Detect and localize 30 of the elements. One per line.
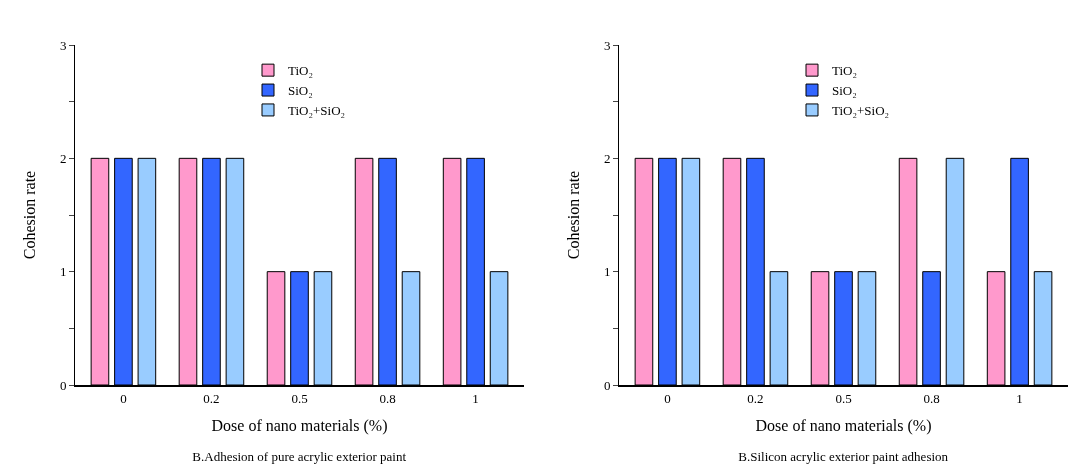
legend-label: SiO₂ (288, 83, 313, 99)
x-axis-title: Dose of nano materials (%) (211, 416, 388, 435)
x-tick-label: 0.5 (835, 390, 852, 406)
x-tick-label: 0.2 (203, 390, 220, 406)
y-tick-label: 0 (59, 377, 67, 393)
y-tick-label: 3 (59, 37, 67, 53)
text: B.Silicon acrylic exterior paint adhesion (738, 448, 949, 464)
y-tick-label: 2 (59, 150, 67, 166)
y-axis-title: Cohesion rate (20, 170, 38, 260)
x-tick-label: 0 (120, 390, 127, 406)
x-tick-label: 1 (1016, 390, 1023, 406)
x-tick-label: 0.5 (291, 390, 308, 406)
x-tick-label: 0.8 (923, 390, 940, 406)
legend-label: TiO₂ (288, 63, 314, 79)
x-tick-label: 0 (664, 390, 671, 406)
x-axis-title: Dose of nano materials (%) (755, 416, 932, 435)
legend-label: TiO₂+SiO₂ (288, 103, 346, 119)
y-tick-label: 1 (59, 264, 67, 280)
y-tick-label: 0 (603, 377, 611, 393)
y-tick-label: 1 (603, 264, 611, 280)
text: B.Adhesion of pure acrylic exterior paint (192, 448, 407, 464)
y-axis-title: Cohesion rate (564, 170, 582, 260)
x-tick-label: 1 (472, 390, 479, 406)
x-tick-label: 0.2 (747, 390, 764, 406)
x-tick-label: 0.8 (379, 390, 396, 406)
legend-label: TiO₂ (832, 63, 858, 79)
legend-label: SiO₂ (832, 83, 857, 99)
legend-label: TiO₂+SiO₂ (832, 103, 890, 119)
y-tick-label: 2 (603, 150, 611, 166)
y-tick-label: 3 (603, 37, 611, 53)
